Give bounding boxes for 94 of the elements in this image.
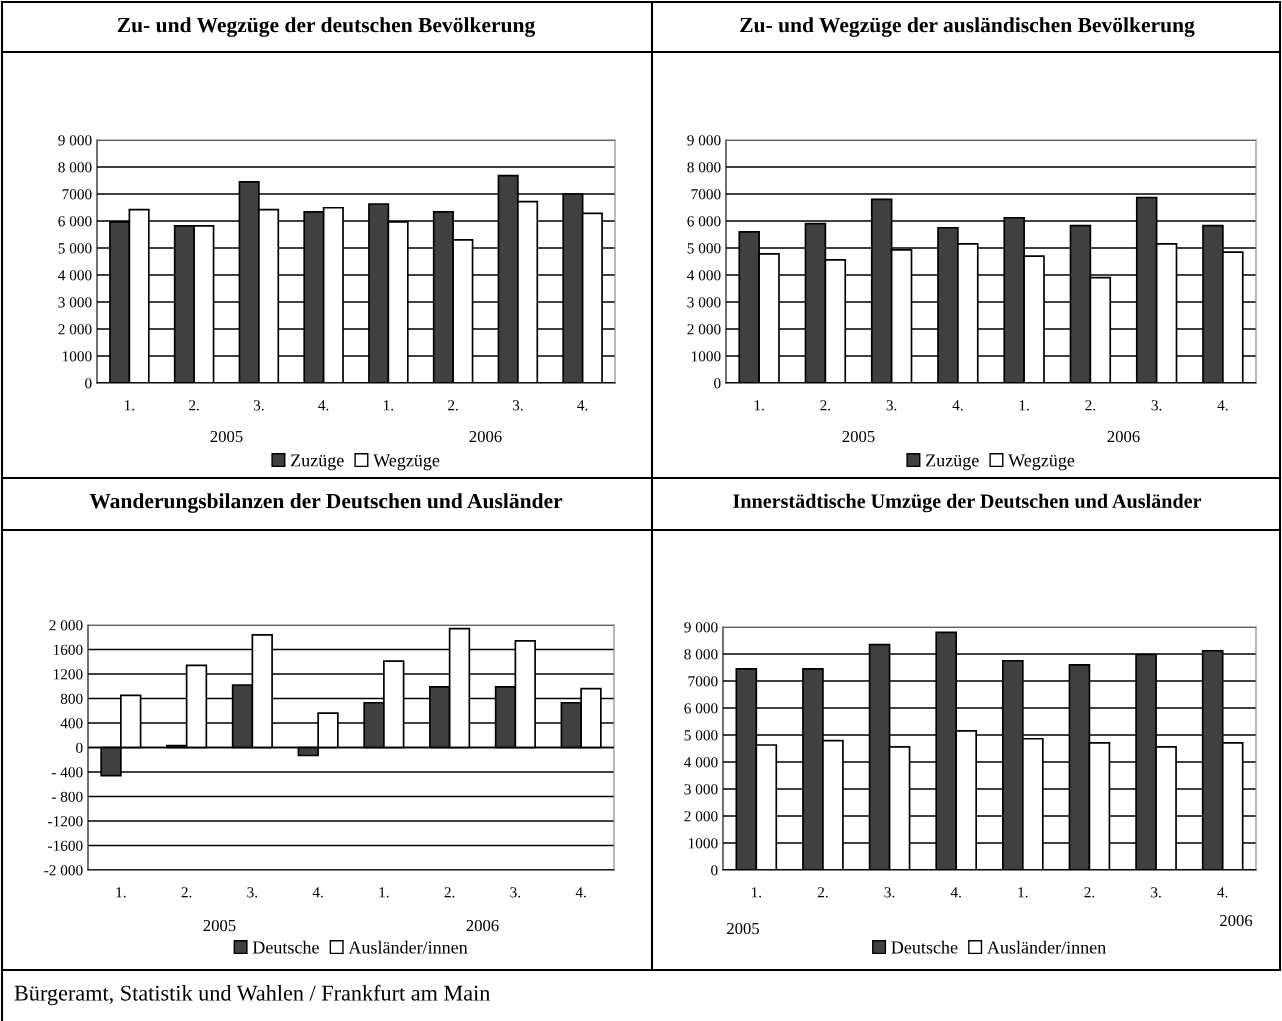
x-tick-label: 3.: [886, 400, 897, 411]
y-tick-label: -1600: [48, 840, 83, 851]
text: 2005: [203, 919, 236, 932]
x-tick-label: 4.: [950, 887, 961, 898]
x-tick-label: 3.: [884, 887, 895, 898]
x-tick-label: 4.: [577, 400, 588, 411]
x-tick-label: 2.: [1085, 400, 1096, 411]
x-tick-label: 2.: [820, 400, 831, 411]
text: 2006: [1107, 430, 1140, 443]
text: 2006: [466, 919, 499, 932]
y-tick-label: 4 000: [687, 270, 721, 281]
x-tick-label: 3.: [1151, 887, 1161, 898]
legend-label: Zuzüge: [291, 454, 344, 471]
y-tick-label: 5 000: [58, 243, 92, 254]
legend-label: Zuzüge: [926, 454, 979, 471]
x-tick-label: 1.: [124, 400, 135, 411]
x-tick-label: 1.: [1019, 400, 1029, 411]
x-tick-label: 1.: [754, 400, 764, 411]
x-tick-label: 3.: [247, 887, 258, 898]
legend-label: Ausländer/innen: [987, 940, 1106, 954]
y-tick-label: 1600: [53, 644, 83, 655]
y-tick-label: 3 000: [687, 297, 721, 308]
x-tick-label: 1.: [116, 887, 126, 898]
x-tick-label: 2.: [189, 400, 199, 411]
y-tick-label: -1200: [48, 816, 83, 827]
text: Bürgeramt, Statistik und Wahlen / Frankfurt am Main: [14, 984, 491, 1006]
legend-label: Deutsche: [252, 940, 319, 954]
y-tick-label: 9 000: [58, 135, 92, 146]
y-tick-label: 1000: [691, 351, 721, 362]
legend-label: Ausländer/innen: [348, 940, 468, 954]
x-tick-label: 2.: [181, 887, 192, 898]
x-tick-label: 4.: [312, 887, 323, 898]
legend-label: Wegzüge: [373, 454, 440, 471]
y-tick-label: 7000: [688, 676, 718, 687]
y-tick-label: 3 000: [58, 297, 92, 308]
y-tick-label: 8 000: [684, 649, 718, 660]
y-tick-label: 6 000: [58, 216, 92, 227]
x-tick-label: 4.: [575, 887, 586, 898]
x-tick-label: 2.: [1084, 887, 1095, 898]
y-tick-label: 0: [711, 865, 718, 876]
y-tick-label: 2 000: [684, 811, 718, 822]
y-tick-label: -2 000: [44, 865, 83, 876]
y-tick-label: 6 000: [684, 703, 718, 714]
text: 2005: [842, 430, 875, 443]
y-tick-label: 0: [85, 378, 92, 389]
x-tick-label: 1.: [1018, 887, 1028, 898]
text: 2006: [469, 430, 502, 443]
chart-title: Zu- und Wegzüge der ausländischen Bevölkerung: [740, 17, 1195, 37]
y-tick-label: 8 000: [58, 162, 92, 173]
x-tick-label: 4.: [952, 400, 963, 411]
y-tick-label: 8 000: [687, 162, 721, 173]
y-tick-label: 5 000: [684, 730, 718, 741]
y-tick-label: 1000: [62, 351, 92, 362]
x-tick-label: 2.: [444, 887, 455, 898]
y-tick-label: 2 000: [58, 324, 92, 335]
y-tick-label: - 400: [51, 767, 83, 778]
text: 2005: [727, 922, 759, 935]
y-tick-label: 4 000: [58, 270, 92, 281]
x-tick-label: 1.: [751, 887, 762, 898]
y-tick-label: 7000: [691, 189, 721, 200]
y-tick-label: 1000: [688, 838, 718, 849]
y-tick-label: 3 000: [684, 784, 718, 795]
text: 2006: [1220, 914, 1253, 927]
chart-title: Innerstädtische Umzüge der Deutschen und Ausländer: [733, 493, 1202, 513]
y-tick-label: 2 000: [49, 620, 83, 631]
legend-label: Wegzüge: [1008, 454, 1075, 471]
y-tick-label: 0: [714, 378, 721, 389]
legend-label: Deutsche: [891, 940, 958, 954]
x-tick-label: 2.: [817, 887, 828, 898]
y-tick-label: 0: [76, 742, 83, 753]
y-tick-label: 6 000: [687, 216, 721, 227]
x-tick-label: 3.: [510, 887, 521, 898]
text: 2005: [210, 430, 243, 443]
y-tick-label: 7000: [62, 189, 92, 200]
x-tick-label: 4.: [1217, 400, 1228, 411]
y-tick-label: 4 000: [684, 757, 718, 768]
y-tick-label: 2 000: [687, 324, 721, 335]
y-tick-label: 5 000: [687, 243, 721, 254]
chart-title: Wanderungsbilanzen der Deutschen und Ausländer: [89, 493, 563, 513]
x-tick-label: 3.: [512, 400, 523, 411]
y-tick-label: 9 000: [687, 135, 721, 146]
y-tick-label: 800: [60, 693, 83, 704]
x-tick-label: 4.: [1217, 887, 1228, 898]
x-tick-label: 1.: [383, 400, 394, 411]
x-tick-label: 4.: [318, 400, 329, 411]
y-tick-label: - 800: [51, 791, 83, 802]
x-tick-label: 1.: [379, 887, 389, 898]
y-tick-label: 9 000: [684, 622, 718, 633]
x-tick-label: 3.: [253, 400, 264, 411]
x-tick-label: 2.: [448, 400, 458, 411]
y-tick-label: 1200: [53, 669, 83, 680]
chart-title: Zu- und Wegzüge der deutschen Bevölkerung: [117, 17, 536, 37]
y-tick-label: 400: [60, 718, 83, 729]
x-tick-label: 3.: [1151, 400, 1162, 411]
